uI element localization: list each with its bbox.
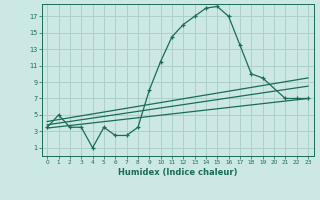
- X-axis label: Humidex (Indice chaleur): Humidex (Indice chaleur): [118, 168, 237, 177]
